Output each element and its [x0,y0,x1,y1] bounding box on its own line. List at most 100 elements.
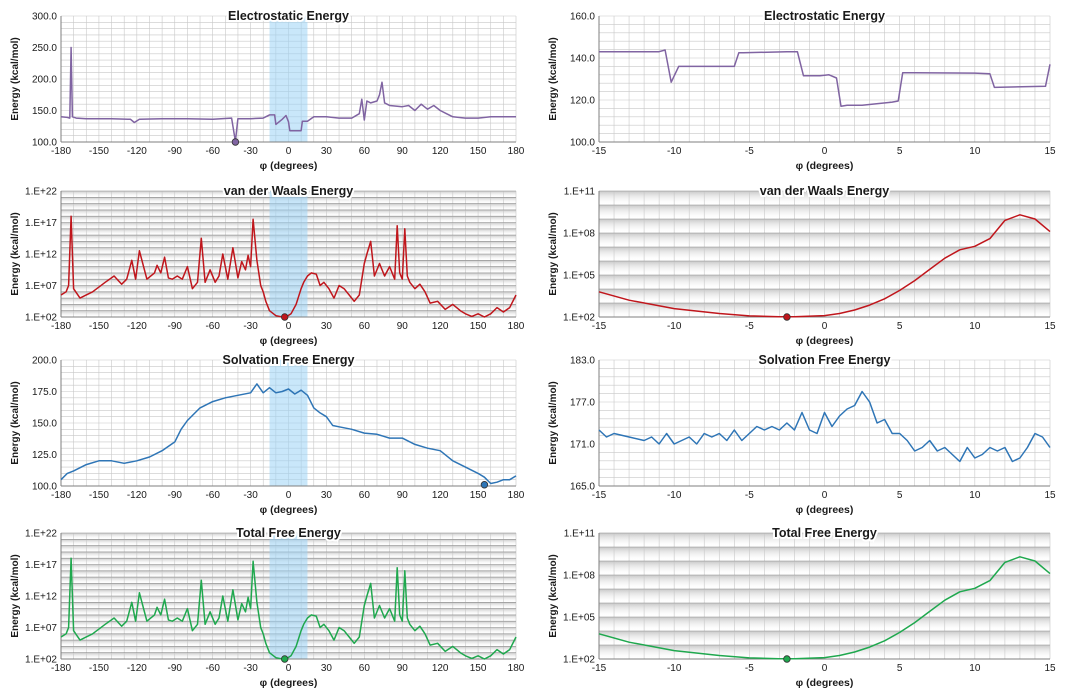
x-tick-label: 15 [1044,663,1056,674]
minimum-point [480,481,489,489]
x-tick-label: 0 [822,321,828,332]
y-tick-label: 171.0 [570,440,595,451]
x-tick-label: -180 [51,490,71,501]
x-tick-label: -90 [168,321,183,332]
x-tick-label: 120 [432,321,449,332]
x-tick-label: -150 [89,321,109,332]
y-tick-label: 1.E+02 [563,655,595,666]
x-tick-label: 0 [286,146,292,157]
x-tick-label: 150 [470,321,487,332]
chart-title: Electrostatic Energy [228,9,349,23]
x-tick-label: 120 [432,146,449,157]
x-axis-label: φ (degrees) [796,504,854,516]
x-tick-label: 150 [470,146,487,157]
y-tick-label: 177.0 [570,398,595,409]
x-tick-label: -15 [592,490,607,501]
y-tick-label: 300.0 [32,12,57,23]
highlight-range [269,191,308,317]
x-tick-label: -5 [745,321,754,332]
y-axis-label: Energy (kcal/mol) [10,381,21,464]
x-axis-label: φ (degrees) [796,677,854,689]
y-tick-label: 1.E+11 [564,529,596,540]
x-tick-label: 60 [359,146,371,157]
x-tick-label: -120 [127,663,147,674]
x-tick-label: 0 [822,663,828,674]
x-tick-label: 15 [1044,490,1056,501]
x-tick-label: 0 [286,663,292,674]
x-tick-label: -120 [127,321,147,332]
y-tick-label: 150.0 [32,419,57,430]
x-tick-label: -180 [51,663,71,674]
x-tick-label: -30 [243,490,258,501]
y-tick-label: 1.E+02 [563,313,595,324]
chart-title: van der Waals Energy [224,184,353,198]
y-tick-label: 150.0 [32,106,57,117]
x-tick-label: 180 [508,321,525,332]
x-tick-label: 120 [432,663,449,674]
y-axis-label: Energy (kcal/mol) [548,554,559,637]
minimum-point [231,138,240,146]
y-tick-label: 1.E+08 [563,229,595,240]
x-tick-label: -10 [667,321,682,332]
x-tick-label: -10 [667,490,682,501]
y-tick-label: 1.E+11 [564,187,596,198]
chart-title: van der Waals Energy [760,184,889,198]
x-tick-label: 5 [897,663,903,674]
x-axis-label: φ (degrees) [260,160,318,172]
x-tick-label: 180 [508,490,525,501]
minimum-point [281,313,289,321]
y-tick-label: 1.E+02 [25,655,57,666]
chart-vdw-zoom: van der Waals Energy -15 -10 -5 0 5 10 15 1.E+02… [548,182,1056,347]
x-tick-label: -150 [89,490,109,501]
x-tick-label: -60 [205,490,220,501]
y-axis-label: Energy (kcal/mol) [10,37,21,120]
y-tick-label: 200.0 [32,356,57,367]
chart-title: Total Free Energy [772,526,877,540]
x-tick-label: 0 [286,490,292,501]
x-tick-label: -90 [168,663,183,674]
x-tick-label: -150 [89,146,109,157]
y-tick-label: 1.E+17 [25,218,57,229]
chart-title: Electrostatic Energy [764,9,885,23]
y-tick-label: 1.E+08 [563,571,595,582]
chart-vdw-full: van der Waals Energy -180 -150 -120 -90 -60 -3… [10,182,525,347]
x-tick-label: -10 [667,663,682,674]
x-tick-label: -180 [51,321,71,332]
y-tick-label: 175.0 [32,387,57,398]
x-tick-label: 30 [321,321,333,332]
y-tick-label: 165.0 [570,482,595,493]
x-tick-label: -60 [205,321,220,332]
y-axis-label: Energy (kcal/mol) [548,381,559,464]
y-tick-label: 100.0 [32,138,57,149]
highlight-range [269,360,308,486]
y-tick-label: 1.E+02 [25,313,57,324]
x-axis-label: φ (degrees) [260,677,318,689]
x-tick-label: 180 [508,663,525,674]
x-tick-label: -15 [592,146,607,157]
chart-title: Solvation Free Energy [223,353,355,367]
x-tick-label: 60 [359,663,371,674]
y-tick-label: 125.0 [32,450,57,461]
y-tick-label: 100.0 [32,482,57,493]
x-tick-label: -120 [127,146,147,157]
x-axis-label: φ (degrees) [796,160,854,172]
x-tick-label: 5 [897,490,903,501]
highlight-range [269,533,308,659]
x-tick-label: 90 [397,321,409,332]
x-tick-label: -5 [745,490,754,501]
chart-solvation-zoom: Solvation Free Energy -15 -10 -5 0 5 10 15 165.0… [548,351,1056,516]
x-tick-label: -60 [205,663,220,674]
x-axis-label: φ (degrees) [260,504,318,516]
x-tick-label: 0 [286,321,292,332]
y-tick-label: 1.E+12 [25,592,57,603]
y-tick-label: 250.0 [32,43,57,54]
y-tick-label: 1.E+05 [563,271,595,282]
x-axis-label: φ (degrees) [260,335,318,347]
x-tick-label: 90 [397,663,409,674]
minimum-point [281,655,289,663]
x-tick-label: 180 [508,146,525,157]
x-tick-label: -30 [243,321,258,332]
x-tick-label: 30 [321,146,333,157]
x-tick-label: 30 [321,663,333,674]
